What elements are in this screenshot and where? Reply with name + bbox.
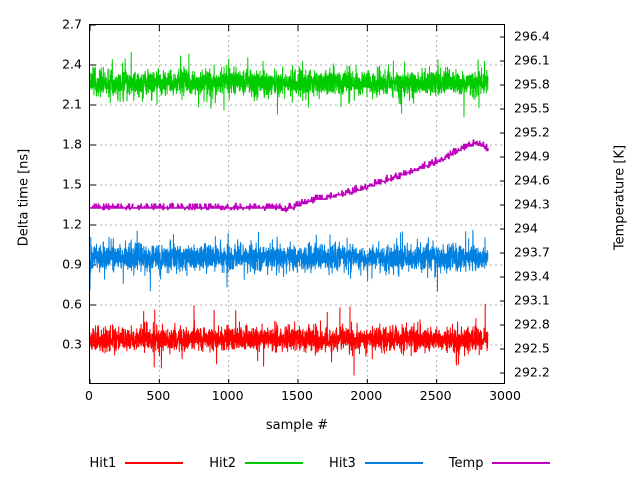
y-tick-label-right: 295.2: [514, 124, 550, 140]
legend-color-swatch: [245, 462, 304, 464]
x-tick-label: 2500: [419, 388, 452, 403]
y-tick-label-left: 2.1: [62, 96, 82, 112]
x-axis-label: sample #: [265, 418, 329, 433]
x-tick-label: 3000: [489, 388, 521, 403]
x-tick-label: 1500: [281, 388, 313, 403]
legend-entry-hit2[interactable]: Hit2: [209, 455, 304, 471]
plot-svg: [90, 25, 504, 383]
series-line-hit3: [90, 229, 489, 292]
legend-label: Temp: [448, 455, 484, 471]
y-tick-label-right: 293.7: [514, 244, 550, 260]
legend-color-swatch: [364, 462, 423, 464]
y-tick-label-right: 295.8: [514, 76, 550, 92]
x-tick-label: 2000: [350, 388, 383, 403]
y-tick-label-left: 0.3: [62, 336, 82, 352]
y-axis-right-ticks: 292.2 292.5 292.8 293.1 293.4 293.7 294 294.3 29…: [514, 0, 574, 480]
y-tick-label-right: 292.5: [514, 340, 550, 356]
x-tick-label: 0: [85, 388, 93, 403]
y-tick-label-right: 292.2: [514, 364, 550, 380]
y-tick-label-right: 292.8: [514, 316, 550, 332]
legend-color-swatch: [492, 462, 551, 464]
legend-entry-hit3[interactable]: Hit3: [329, 456, 423, 471]
tick-marks: [90, 25, 504, 383]
y-tick-label-right: 294.3: [514, 196, 550, 212]
legend-label: Hit1: [89, 455, 117, 471]
y-tick-label-left: 1.2: [62, 216, 82, 232]
y-axis-label-right: Temperature [K]: [612, 144, 628, 251]
y-axis-left-ticks: 0.3 0.6 0.9 1.2 1.5 1.8 2.1 2.4 2.7: [20, 0, 82, 480]
x-tick-label: 1000: [211, 388, 244, 403]
legend-entry-temp[interactable]: Temp: [449, 456, 551, 471]
chart-legend: Hit1 Hit2 Hit3 Temp: [0, 448, 640, 478]
y-tick-label-right: 293.4: [514, 268, 550, 284]
y-tick-label-right: 293.1: [514, 292, 550, 308]
y-tick-label-right: 295.5: [514, 100, 550, 116]
series-line-hit1: [90, 303, 489, 376]
series-line-hit2: [90, 51, 489, 118]
legend-label: Hit2: [209, 455, 237, 471]
y-tick-label-right: 296.1: [514, 52, 550, 68]
y-tick-label-right: 294: [514, 220, 538, 236]
legend-label: Hit3: [329, 455, 356, 471]
y-tick-label-left: 0.9: [62, 256, 82, 272]
y-tick-label-left: 0.6: [62, 296, 82, 312]
y-tick-label-left: 2.4: [62, 56, 82, 72]
y-tick-label-left: 1.8: [62, 136, 82, 152]
y-tick-label-right: 294.9: [514, 148, 550, 164]
x-tick-label: 500: [146, 388, 171, 403]
legend-entry-hit1[interactable]: Hit1: [90, 456, 184, 471]
y-tick-label-left: 2.7: [62, 16, 82, 32]
y-tick-label-right: 296.4: [514, 28, 550, 44]
y-tick-label-left: 1.5: [62, 176, 82, 192]
plot-area: [89, 24, 505, 384]
legend-color-swatch: [125, 462, 184, 464]
series-line-temp: [90, 139, 489, 213]
y-tick-label-right: 294.6: [514, 172, 550, 188]
